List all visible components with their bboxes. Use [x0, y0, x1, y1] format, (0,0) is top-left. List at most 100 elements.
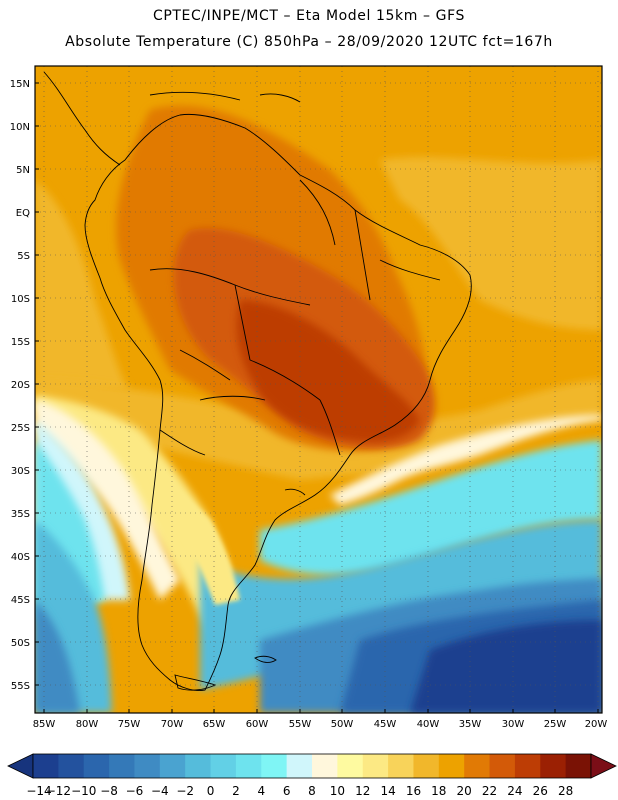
lat-label: EQ — [16, 208, 30, 219]
colorbar-cell — [388, 754, 414, 778]
falklands — [254, 655, 277, 663]
colorbar-label: −4 — [151, 784, 169, 798]
colorbar-label: 18 — [431, 784, 446, 798]
colorbar-cell — [159, 754, 186, 778]
field-cyan-band — [35, 440, 602, 620]
colorbar-label: 4 — [257, 784, 265, 798]
colorbar-label: 2 — [232, 784, 240, 798]
lat-label: 25S — [11, 423, 30, 434]
colorbar-high-arrow — [590, 753, 617, 779]
field-cream-belt — [35, 400, 180, 600]
lat-label: 5N — [16, 165, 30, 176]
colorbar-label: 6 — [283, 784, 291, 798]
field-gold-ocean — [380, 157, 602, 330]
colorbar-label: −8 — [100, 784, 118, 798]
colorbar-cell — [33, 754, 59, 778]
field-patagonia-warm — [150, 470, 240, 605]
lat-label: 55S — [11, 681, 30, 692]
lon-label: 50W — [331, 719, 354, 730]
colorbar-label: 8 — [308, 784, 316, 798]
map-frame — [34, 65, 603, 714]
lat-label: 50S — [11, 638, 30, 649]
field-cold-band — [35, 520, 602, 713]
colorbar: −14−12 −10 −8 −6 −4 −2 0 2 4 6 8 10 12 14 16 18 20 22 24 26… — [7, 753, 617, 798]
colorbar-label: −6 — [126, 784, 144, 798]
colorbar-label: 0 — [207, 784, 215, 798]
lon-label: 30W — [502, 719, 525, 730]
colorbar-low-arrow — [7, 753, 34, 779]
colorbar-cell — [565, 754, 592, 778]
colorbar-cell — [540, 754, 567, 778]
lat-label: 20S — [11, 380, 30, 391]
colorbar-cell — [210, 754, 237, 778]
colorbar-label: −14 — [26, 784, 51, 798]
map-title-line2: Absolute Temperature (C) 850hPa – 28/09/… — [65, 34, 553, 50]
lon-label: 45W — [374, 719, 397, 730]
colorbar-label: −2 — [176, 784, 194, 798]
rio-de-la-plata — [284, 488, 306, 496]
lat-label: 15N — [10, 79, 30, 90]
lon-label: 40W — [417, 719, 440, 730]
colorbar-cell — [58, 754, 85, 778]
lon-label: 65W — [203, 719, 226, 730]
field-gold-pacific — [35, 180, 130, 390]
field-yellow-belt — [35, 395, 250, 650]
longitude-labels: 85W 80W 75W 70W 65W 60W 55W 50W 45W 40W … — [33, 719, 608, 730]
colorbar-label: 10 — [330, 784, 345, 798]
colorbar-cell — [464, 754, 491, 778]
colorbar-cell — [362, 754, 389, 778]
lat-label: 5S — [17, 251, 30, 262]
lon-label: 75W — [118, 719, 141, 730]
colorbar-cell — [109, 754, 135, 778]
lon-label: 60W — [246, 719, 269, 730]
colorbar-cell — [312, 754, 338, 778]
colorbar-cell — [83, 754, 110, 778]
caribbean-islands — [149, 91, 301, 103]
lon-label: 35W — [459, 719, 482, 730]
colorbar-cell — [337, 754, 364, 778]
field-ocean-deep — [410, 620, 602, 713]
colorbar-label: −12 — [46, 784, 71, 798]
colorbar-label: 12 — [355, 784, 370, 798]
colorbar-label: 28 — [558, 784, 573, 798]
colorbar-cell — [235, 754, 262, 778]
lon-label: 25W — [544, 719, 567, 730]
lat-label: 45S — [11, 595, 30, 606]
colorbar-label: −10 — [71, 784, 96, 798]
coastlines — [43, 71, 472, 691]
colorbar-label: 22 — [482, 784, 497, 798]
lat-label: 30S — [11, 466, 30, 477]
colorbar-cell — [438, 754, 465, 778]
field-cream-atlantic — [330, 415, 602, 505]
colorbar-label: 24 — [507, 784, 522, 798]
colorbar-label: 14 — [380, 784, 395, 798]
lon-label: 70W — [161, 719, 184, 730]
colorbar-label: 26 — [533, 784, 548, 798]
lat-label: 35S — [11, 509, 30, 520]
axis-ticks — [35, 82, 599, 713]
colorbar-label: 16 — [406, 784, 421, 798]
lat-label: 10S — [11, 294, 30, 305]
central-america-coast — [43, 71, 121, 166]
colorbar-cell — [489, 754, 516, 778]
lon-label: 55W — [289, 719, 312, 730]
colorbar-cell — [185, 754, 212, 778]
lon-label: 80W — [76, 719, 99, 730]
field-hot-core — [236, 300, 420, 442]
colorbar-cell — [413, 754, 440, 778]
temperature-field — [35, 66, 602, 713]
colorbar-cell — [514, 754, 541, 778]
country-borders — [149, 179, 441, 456]
lat-label: 10N — [10, 122, 30, 133]
colorbar-cell — [134, 754, 161, 778]
colorbar-cell — [261, 754, 288, 778]
lon-label: 85W — [33, 719, 56, 730]
colorbar-label: 20 — [457, 784, 472, 798]
map-title-line1: CPTEC/INPE/MCT – Eta Model 15km – GFS — [152, 8, 466, 24]
lat-label: 15S — [11, 337, 30, 348]
latitude-labels: 15N 10N 5N EQ 5S 10S 15S 20S 25S 30S 35S… — [10, 79, 30, 692]
lat-label: 40S — [11, 552, 30, 563]
colorbar-cell — [286, 754, 313, 778]
south-america-coast — [84, 113, 472, 691]
